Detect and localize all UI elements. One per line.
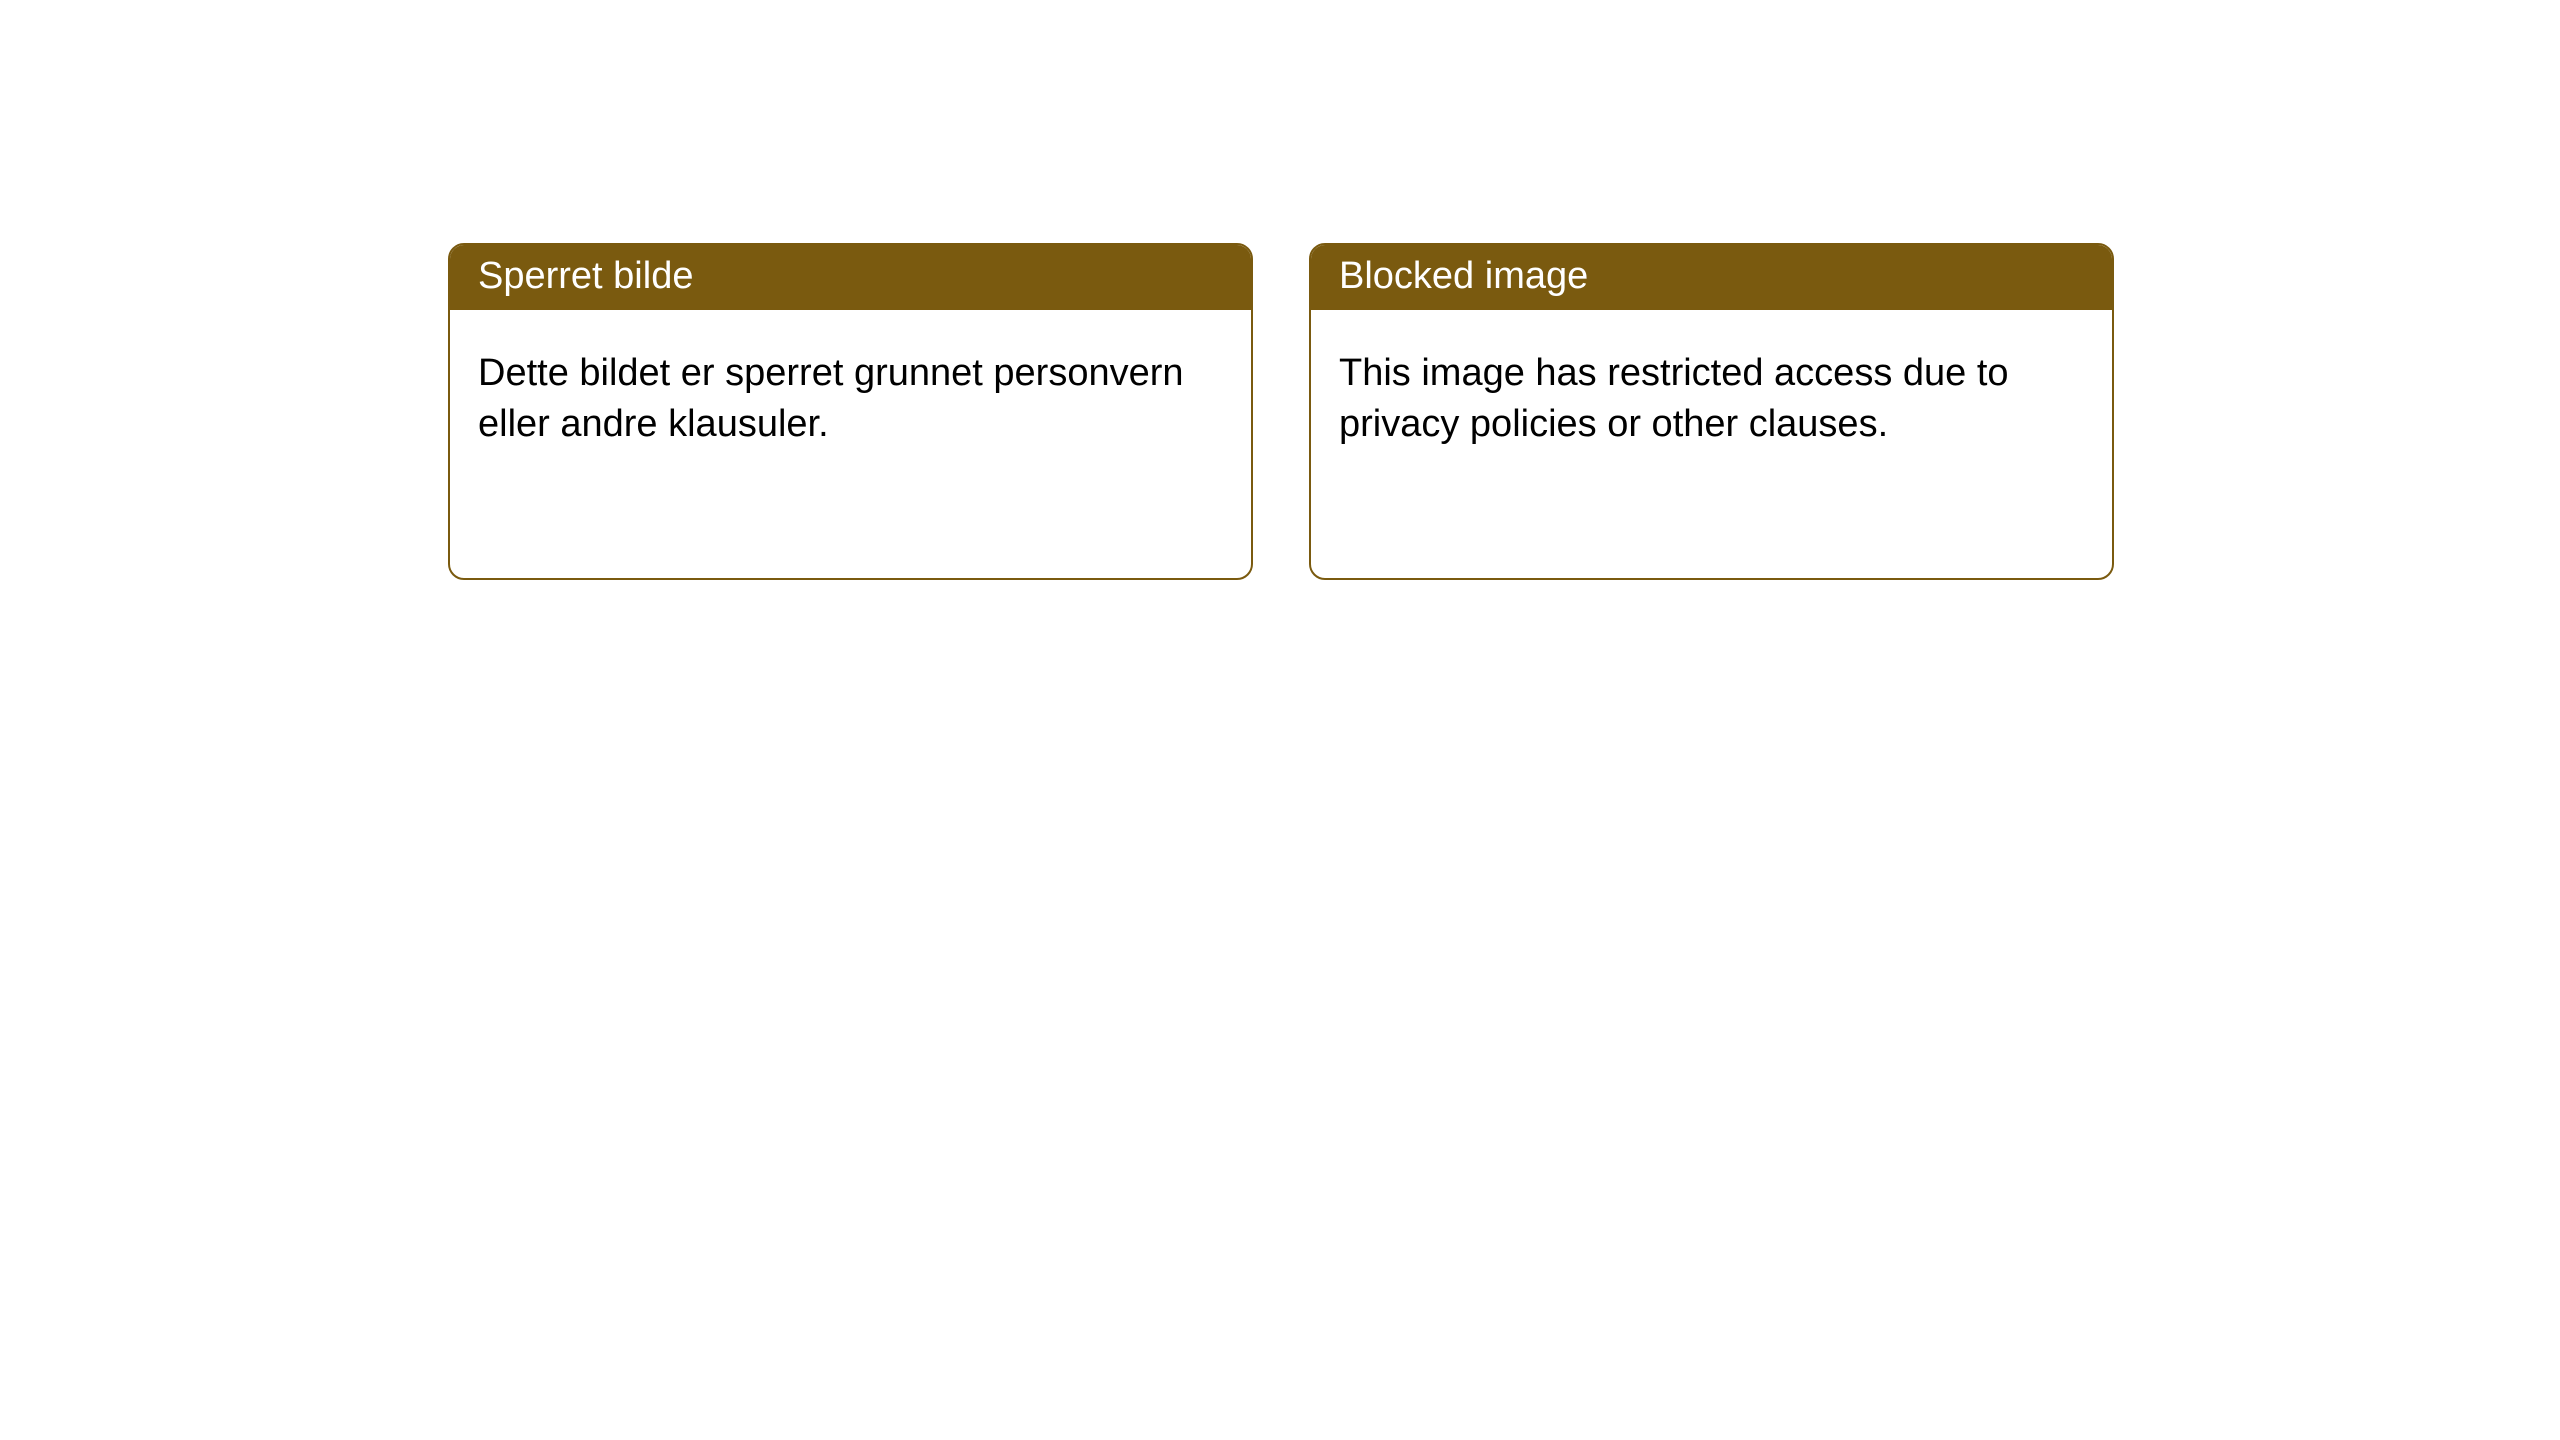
notice-title: Blocked image <box>1311 245 2112 310</box>
notice-body: Dette bildet er sperret grunnet personve… <box>450 310 1251 489</box>
notice-body: This image has restricted access due to … <box>1311 310 2112 489</box>
notice-title: Sperret bilde <box>450 245 1251 310</box>
notice-container: Sperret bilde Dette bildet er sperret gr… <box>448 243 2114 580</box>
notice-card-norwegian: Sperret bilde Dette bildet er sperret gr… <box>448 243 1253 580</box>
notice-card-english: Blocked image This image has restricted … <box>1309 243 2114 580</box>
